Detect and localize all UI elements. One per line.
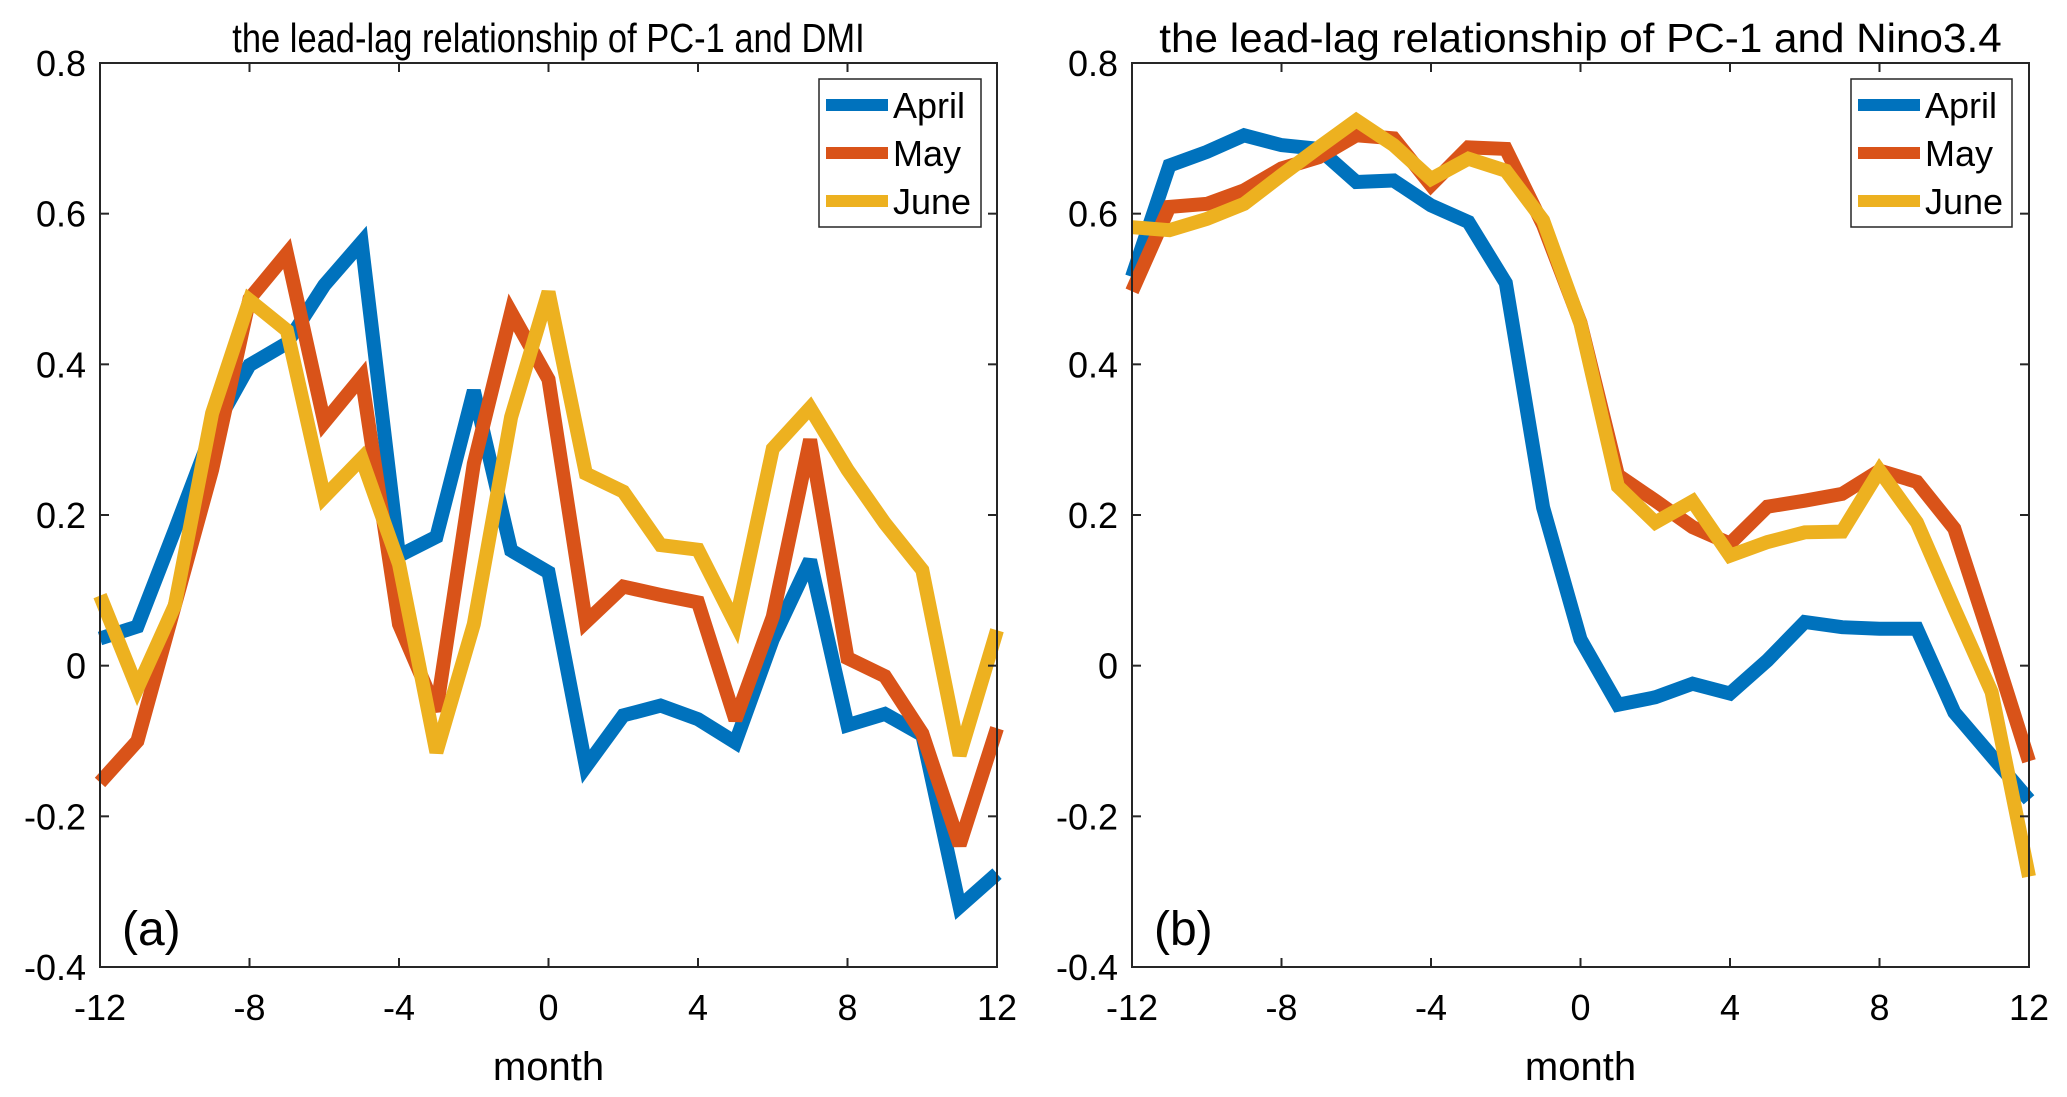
y-tick-label: -0.2 [1056, 796, 1118, 837]
x-tick-label: -4 [1415, 987, 1447, 1028]
legend-item-may: May [1858, 133, 1993, 174]
y-tick-label: 0.8 [1068, 43, 1118, 84]
y-tick-label: 0.8 [36, 43, 86, 84]
chart-title: the lead-lag relationship of PC-1 and DM… [232, 15, 864, 61]
y-tick-label: -0.4 [1056, 947, 1118, 988]
y-tick-label: 0.2 [36, 495, 86, 536]
legend-item-april: April [826, 85, 965, 126]
legend-label: June [893, 181, 971, 222]
legend-label: June [1925, 181, 2003, 222]
legend-label: May [893, 133, 961, 174]
panel-label: (b) [1154, 903, 1213, 956]
x-tick-label: 12 [977, 987, 1017, 1028]
legend-label: May [1925, 133, 1993, 174]
series-group [1125, 111, 2036, 878]
legend-item-june: June [1858, 181, 2003, 222]
x-tick-label: -12 [1106, 987, 1158, 1028]
x-tick-label: 0 [538, 987, 558, 1028]
series-line-april [97, 225, 1002, 920]
x-axis-label: month [493, 1045, 604, 1089]
x-tick-label: 4 [688, 987, 708, 1028]
x-tick-label: 8 [1869, 987, 1889, 1028]
y-tick-label: 0.4 [36, 344, 86, 385]
series-line-june [93, 288, 1004, 758]
y-tick-label: 0.6 [36, 194, 86, 235]
legend-item-april: April [1858, 85, 1997, 126]
legend: April May June [818, 78, 982, 228]
x-tick-label: -8 [1265, 987, 1297, 1028]
y-tick-label: -0.4 [24, 947, 86, 988]
x-tick-label: -12 [74, 987, 126, 1028]
legend-item-june: June [826, 181, 971, 222]
panel-label: (a) [122, 903, 181, 956]
legend-label: April [1925, 85, 1997, 126]
series-line-june [1131, 111, 2036, 878]
x-tick-label: 8 [837, 987, 857, 1028]
chart-panel-b: the lead-lag relationship of PC-1 and Ni… [1056, 15, 2049, 1089]
series-line-april [1125, 127, 2035, 805]
x-tick-label: -8 [233, 987, 265, 1028]
series-group [93, 225, 1004, 920]
x-tick-label: 4 [1720, 987, 1740, 1028]
y-tick-label: 0.2 [1068, 495, 1118, 536]
legend-item-may: May [826, 133, 961, 174]
y-tick-label: 0 [66, 646, 86, 687]
legend: April May June [1850, 78, 2013, 228]
y-tick-label: -0.2 [24, 796, 86, 837]
series-line-may [1125, 128, 2036, 764]
y-tick-label: 0.6 [1068, 194, 1118, 235]
y-tick-label: 0.4 [1068, 344, 1118, 385]
chart-title: the lead-lag relationship of PC-1 and Ni… [1159, 15, 2001, 61]
x-tick-label: 12 [2009, 987, 2049, 1028]
chart-panel-a: the lead-lag relationship of PC-1 and DM… [24, 15, 1017, 1089]
x-axis-label: month [1525, 1045, 1636, 1089]
y-tick-label: 0 [1098, 646, 1118, 687]
x-tick-label: 0 [1570, 987, 1590, 1028]
legend-label: April [893, 85, 965, 126]
x-tick-label: -4 [383, 987, 415, 1028]
